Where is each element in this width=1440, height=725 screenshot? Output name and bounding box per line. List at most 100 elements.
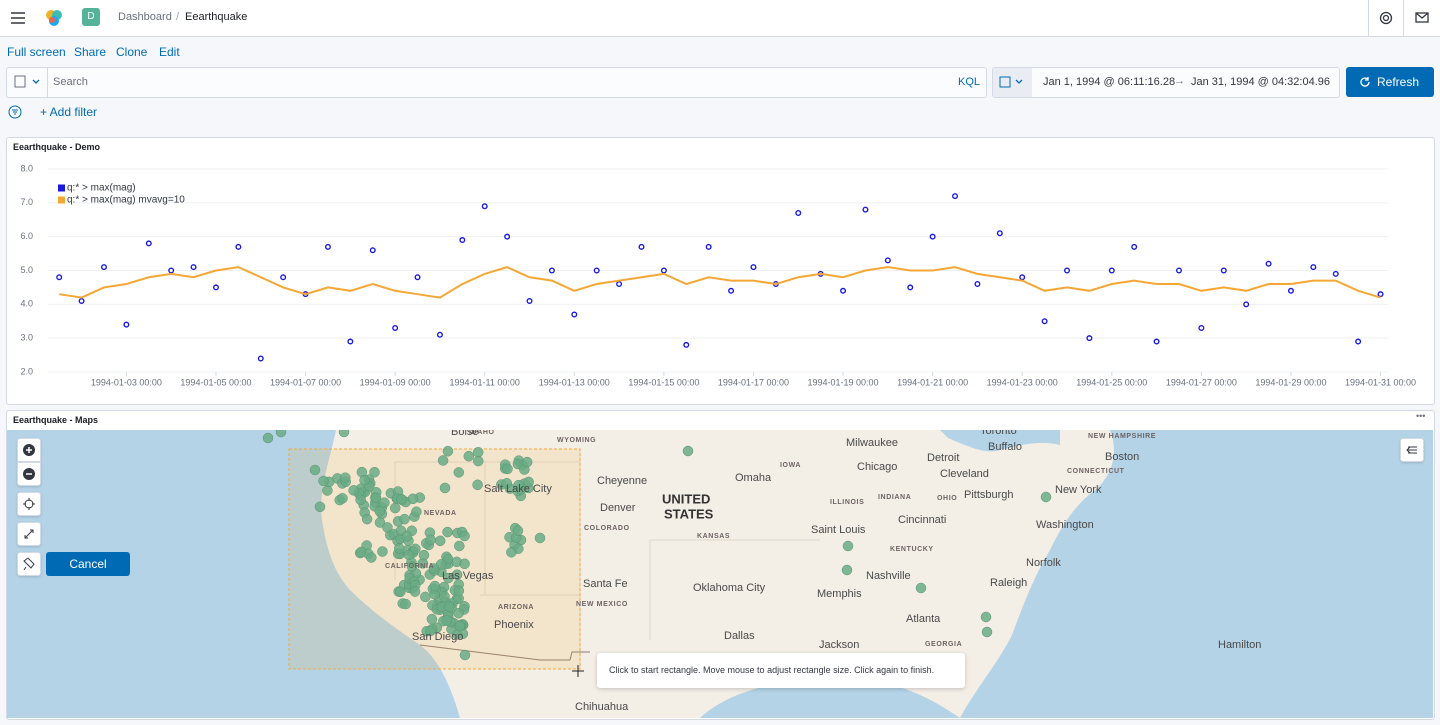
- x-tick-label: 1994-01-15 00:00: [628, 377, 699, 387]
- dot: [454, 620, 466, 632]
- help-icon[interactable]: [1379, 11, 1393, 25]
- map-label: UNITED: [662, 491, 710, 506]
- dot: [428, 563, 440, 574]
- logo[interactable]: [45, 9, 63, 27]
- menu-link[interactable]: Share: [74, 45, 107, 59]
- space-avatar[interactable]: D: [82, 8, 100, 26]
- menu-link[interactable]: Edit: [159, 45, 180, 59]
- point: [190, 264, 197, 271]
- y-tick-label: 6.0: [20, 231, 33, 241]
- point: [750, 264, 757, 271]
- cancel-button[interactable]: Cancel: [46, 552, 130, 576]
- map-label: Cleveland: [940, 468, 989, 480]
- map-label: Santa Fe: [583, 578, 628, 590]
- mail-icon[interactable]: [1415, 12, 1429, 24]
- dot: [506, 546, 517, 558]
- breadcrumb[interactable]: Dashboard: [118, 11, 172, 23]
- saved-query-icon[interactable]: [14, 75, 42, 89]
- menu-link[interactable]: Full screen: [7, 45, 66, 59]
- point: [907, 284, 914, 291]
- x-tick-label: 1994-01-07 00:00: [270, 377, 341, 387]
- point: [840, 287, 847, 294]
- point: [728, 287, 735, 294]
- dot: [275, 430, 287, 438]
- earthquake-dots: [262, 430, 1052, 661]
- layers-toggle[interactable]: [1400, 438, 1424, 462]
- point: [212, 284, 219, 291]
- start-date[interactable]: Jan 1, 1994 @ 06:11:16.28: [1043, 76, 1176, 88]
- point: [280, 274, 287, 281]
- map-label: NEVADA: [424, 510, 457, 517]
- point: [1332, 270, 1339, 277]
- x-tick-label: 1994-01-27 00:00: [1166, 377, 1237, 387]
- map-label: Chicago: [857, 461, 897, 473]
- point: [593, 267, 600, 274]
- draw-tool[interactable]: [17, 552, 41, 576]
- divider: [47, 68, 48, 97]
- filter-icon[interactable]: [8, 105, 22, 119]
- icon: [23, 557, 35, 571]
- icon: [23, 498, 35, 510]
- map-label: Dallas: [724, 630, 755, 642]
- dot: [502, 463, 513, 475]
- zoom-in[interactable]: [17, 438, 41, 462]
- y-tick-label: 3.0: [20, 333, 33, 343]
- dot: [382, 522, 393, 533]
- menu-icon[interactable]: [10, 11, 26, 25]
- dot: [534, 532, 546, 544]
- point: [414, 274, 421, 281]
- point: [1220, 267, 1227, 274]
- date-picker[interactable]: [992, 67, 1340, 98]
- add-filter[interactable]: + Add filter: [40, 105, 98, 119]
- map-label: Phoenix: [494, 619, 534, 631]
- map-label: STATES: [664, 506, 714, 521]
- point: [638, 243, 645, 250]
- point: [78, 297, 85, 304]
- dot: [453, 607, 464, 619]
- point: [1108, 267, 1115, 274]
- dot: [411, 506, 422, 517]
- point: [974, 281, 981, 288]
- dot: [406, 561, 418, 572]
- map-label: Memphis: [817, 588, 862, 600]
- dot: [409, 586, 421, 597]
- dot: [395, 586, 406, 598]
- zoom-out[interactable]: [17, 462, 41, 486]
- point: [347, 338, 354, 345]
- map-label: Saint Louis: [811, 524, 866, 536]
- menu-link[interactable]: Clone: [116, 45, 148, 59]
- end-date[interactable]: Jan 31, 1994 @ 04:32:04.96: [1191, 76, 1330, 88]
- search-placeholder[interactable]: Search: [53, 76, 88, 88]
- x-tick-label: 1994-01-11 00:00: [450, 377, 520, 387]
- ocean: [960, 430, 1433, 718]
- icon: [23, 444, 35, 456]
- dot: [980, 611, 992, 623]
- map-label: GEORGIA: [925, 641, 962, 648]
- map-label: CALIFORNIA: [385, 563, 434, 570]
- map-label: Salt Lake City: [484, 483, 552, 495]
- panel-options[interactable]: •••: [1416, 411, 1426, 421]
- kql-toggle[interactable]: KQL: [958, 76, 981, 88]
- line: [59, 266, 1381, 299]
- dot: [399, 513, 410, 525]
- point: [324, 243, 331, 250]
- search-bar[interactable]: [6, 67, 987, 98]
- map-label: Detroit: [927, 452, 959, 464]
- point: [1287, 287, 1294, 294]
- panel-title: Eearthquake - Maps: [13, 415, 99, 425]
- dot: [407, 493, 419, 505]
- locate[interactable]: [17, 492, 41, 516]
- dot: [444, 601, 455, 612]
- refresh-label[interactable]: Refresh: [1377, 75, 1420, 89]
- map-label: Oklahoma City: [693, 582, 766, 594]
- map-label: Norfolk: [1026, 557, 1061, 569]
- dot: [361, 513, 373, 525]
- dot: [396, 493, 407, 505]
- dot: [262, 432, 274, 444]
- fullscreen[interactable]: [17, 522, 41, 546]
- dot: [420, 591, 431, 603]
- x-tick-label: 1994-01-09 00:00: [360, 377, 431, 387]
- dot: [355, 494, 366, 506]
- map-label: Boise: [451, 426, 479, 438]
- dot: [401, 530, 413, 542]
